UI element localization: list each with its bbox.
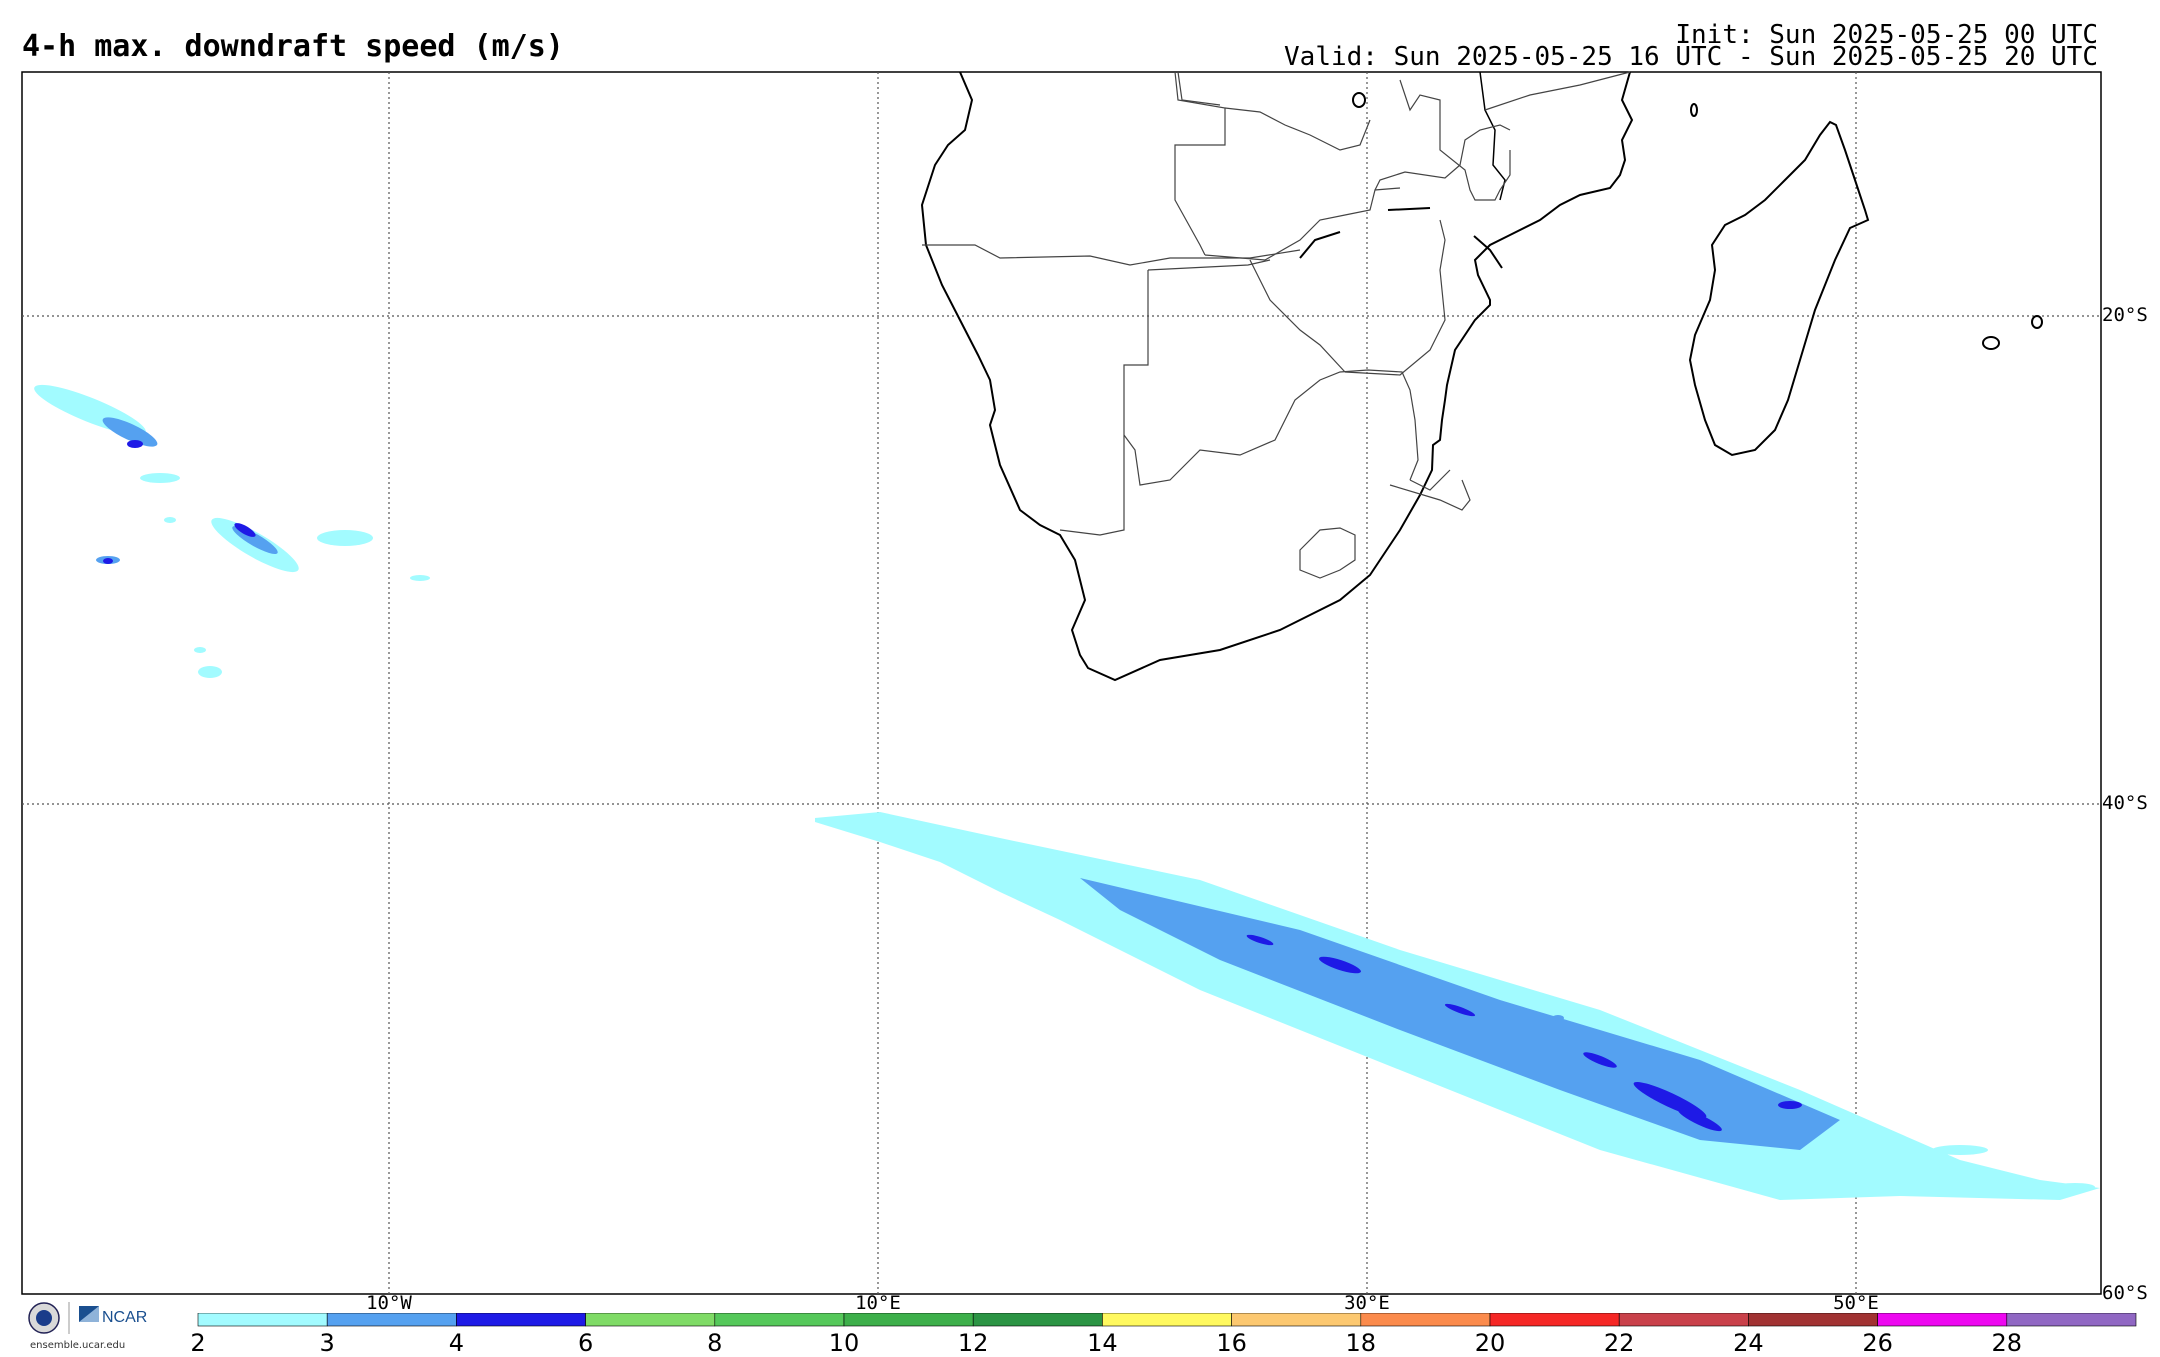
colorbar-tick-label: 3 <box>319 1329 335 1357</box>
border-namibia-botswana <box>1059 270 1149 536</box>
colorbar-tick-label: 22 <box>1603 1329 1635 1357</box>
border-malawi-tanzania <box>1399 79 1511 201</box>
graticule <box>22 72 2101 1294</box>
downdraft-south-band <box>815 812 2100 1200</box>
border-zambia-zimbabwe <box>1204 187 1401 261</box>
border-tanzania-mozambique <box>1484 71 1631 111</box>
lon-label-30e: 30°E <box>1344 1292 1390 1314</box>
colorbar-tick-label: 28 <box>1991 1329 2023 1357</box>
colorbar-swatch <box>714 1313 845 1327</box>
colorbar-swatch <box>843 1313 974 1327</box>
ncar-logo-text: NCAR <box>102 1309 147 1326</box>
colorbar-swatch <box>2006 1313 2137 1327</box>
init-time: Init: Sun 2025-05-25 00 UTC <box>1675 20 2098 50</box>
colorbar-tick-label: 6 <box>577 1329 594 1357</box>
lat-label-60s: 60°S <box>2102 1282 2148 1304</box>
lon-label-10e: 10°E <box>855 1292 901 1314</box>
colorbar-swatch <box>585 1313 716 1327</box>
colorbar-tick-label: 14 <box>1087 1329 1118 1357</box>
colorbar-swatch <box>456 1313 586 1327</box>
colorbar-swatch <box>326 1313 457 1327</box>
border-drc-north <box>1177 71 1221 106</box>
lake-kariba <box>1299 231 1341 259</box>
island-reunion <box>1982 336 2000 350</box>
colorbar-tick-label: 2 <box>190 1329 206 1357</box>
lon-label-10w: 10°W <box>366 1292 412 1314</box>
border-zambia-malawi <box>1374 124 1511 191</box>
downdraft-west-cluster <box>34 384 430 678</box>
border-caprivi <box>1147 259 1271 271</box>
colorbar-swatch <box>197 1313 328 1327</box>
lake-bangweulu <box>1352 92 1366 108</box>
colorbar-swatch <box>972 1313 1103 1327</box>
border-eswatini <box>1389 479 1471 511</box>
border-lesotho <box>1299 527 1356 579</box>
africa-coastline <box>920 71 1634 682</box>
border-mozambique-sa <box>1409 469 1451 491</box>
border-zambia-drc <box>1224 107 1371 151</box>
lat-label-20s: 20°S <box>2102 304 2148 326</box>
colorbar-tick-label: 24 <box>1733 1329 1764 1357</box>
colorbar-tick-label: 26 <box>1862 1329 1893 1357</box>
country-borders <box>922 71 1631 579</box>
colorbar-tick-label: 12 <box>957 1329 989 1357</box>
coast-mozambique-channel <box>1473 235 1503 269</box>
logos: NCAR <box>28 1302 147 1334</box>
colorbar-tick-label: 10 <box>828 1329 860 1357</box>
colorbar-swatch <box>1618 1313 1749 1327</box>
colorbar <box>197 1313 2137 1327</box>
colorbar-swatch <box>1102 1313 1232 1327</box>
colorbar-tick-label: 20 <box>1474 1329 1506 1357</box>
map-title: 4-h max. downdraft speed (m/s) <box>22 29 564 64</box>
lake-cahora <box>1387 207 1431 211</box>
colorbar-swatch <box>1360 1313 1491 1327</box>
border-zimbabwe-mozambique <box>1344 219 1446 376</box>
footer-url: ensemble.ucar.edu <box>30 1340 126 1351</box>
colorbar-swatch <box>1877 1313 2008 1327</box>
colorbar-tick-label: 18 <box>1345 1329 1377 1357</box>
island-comoros <box>1690 103 1698 117</box>
border-angola-zambia <box>1174 71 1226 256</box>
colorbar-swatch <box>1748 1313 1878 1327</box>
madagascar-coastline <box>1688 120 1870 457</box>
colorbar-tick-label: 4 <box>448 1329 465 1357</box>
island-mauritius <box>2031 315 2043 329</box>
valid-time: Valid: Sun 2025-05-25 16 UTC - Sun 2025-… <box>1284 42 2098 72</box>
border-southafrica-north <box>1123 369 1419 486</box>
lon-label-50e: 50°E <box>1833 1292 1879 1314</box>
colorbar-tick-label: 8 <box>707 1329 723 1357</box>
border-botswana-zimbabwe <box>1249 259 1346 373</box>
lat-label-40s: 40°S <box>2102 792 2148 814</box>
colorbar-swatch <box>1231 1313 1362 1327</box>
colorbar-swatch <box>1489 1313 1620 1327</box>
colorbar-tick-label: 16 <box>1216 1329 1247 1357</box>
